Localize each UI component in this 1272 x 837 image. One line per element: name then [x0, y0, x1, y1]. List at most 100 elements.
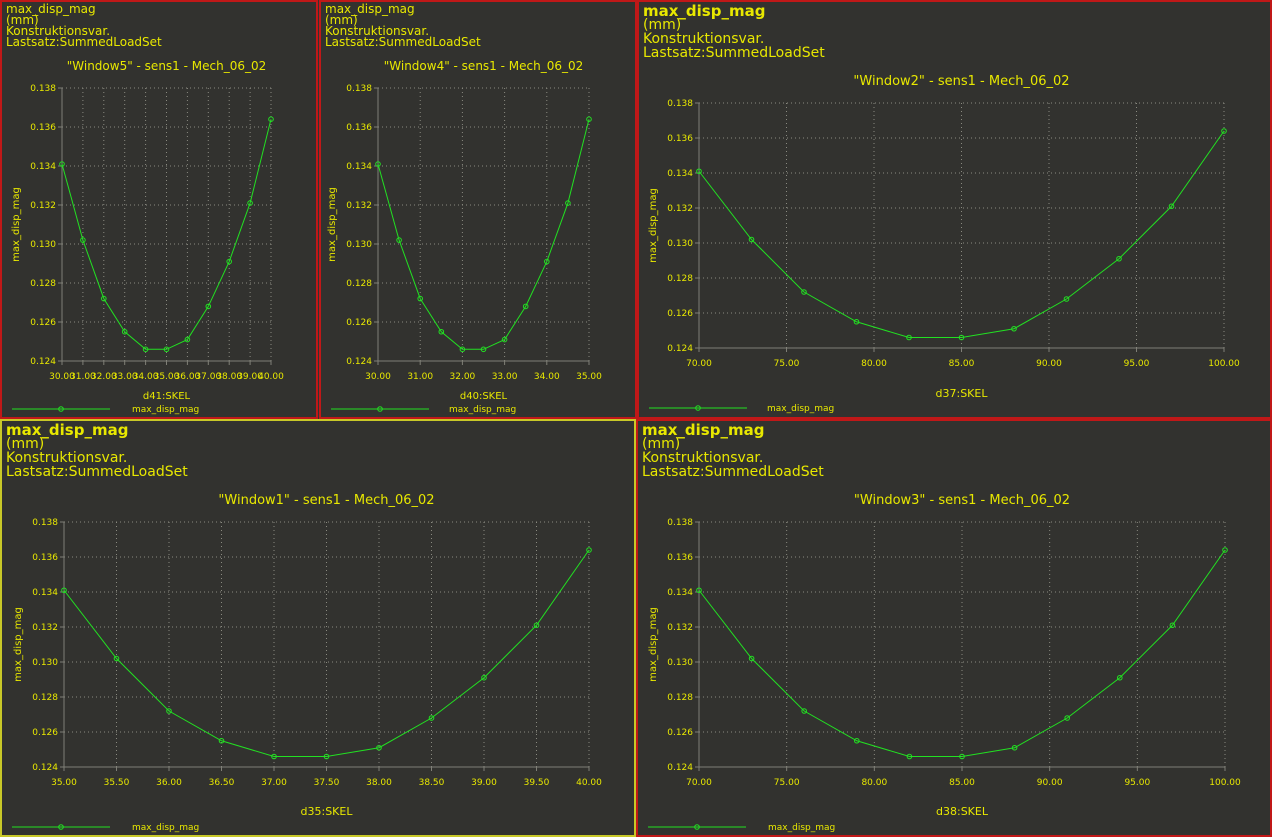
data-point [1011, 325, 1017, 332]
y-axis-label: max_disp_mag [648, 607, 659, 682]
y-tick-label: 0.132 [667, 623, 693, 633]
data-point [1168, 203, 1175, 210]
line-chart: "Window2" - sens1 - Mech_06_02 0.124 0.126… [648, 74, 1240, 414]
x-tick-label: 34.00 [133, 372, 159, 382]
data-point [906, 753, 913, 760]
graph-window-window1[interactable]: max_disp_mag (mm) Konstruktionsvar. Lastsat… [0, 419, 636, 837]
graph-window-window5[interactable]: max_disp_mag (mm) Konstruktionsvar. Lastsat… [0, 0, 318, 419]
data-point [565, 200, 571, 206]
data-point [854, 737, 860, 744]
y-tick-label: 0.124 [30, 357, 56, 367]
series-line [698, 549, 1226, 757]
x-tick-label: 37.50 [314, 778, 340, 788]
y-tick-label: 0.126 [30, 318, 56, 328]
y-tick-label: 0.134 [32, 588, 58, 598]
data-point [438, 328, 445, 335]
x-tick-label: 37.00 [195, 372, 221, 382]
x-tick-label: 85.00 [949, 359, 975, 369]
y-tick-label: 0.126 [667, 728, 693, 738]
y-tick-label: 0.128 [30, 279, 56, 289]
data-point [748, 655, 755, 662]
x-tick-label: 31.00 [70, 372, 96, 382]
x-tick-label: 80.00 [861, 359, 887, 369]
x-axis-label: d35:SKEL [301, 805, 354, 818]
data-point [163, 346, 170, 353]
data-point [375, 161, 381, 167]
data-point [748, 236, 755, 243]
y-tick-label: 0.134 [30, 162, 56, 172]
x-tick-label: 38.00 [366, 778, 392, 788]
x-tick-label: 85.00 [949, 778, 975, 788]
y-tick-label: 0.136 [667, 134, 693, 144]
legend-marker [695, 405, 701, 411]
data-point [853, 318, 860, 325]
series-line [63, 549, 590, 757]
x-tick-label: 30.00 [49, 372, 75, 382]
legend-marker [58, 824, 64, 830]
x-tick-label: 39.00 [237, 372, 263, 382]
y-tick-label: 0.124 [667, 763, 693, 773]
data-point [906, 334, 912, 341]
data-point [586, 116, 592, 122]
result-header: max_disp_mag (mm) Konstruktionsvar. Lastsat… [643, 4, 825, 61]
y-tick-label: 0.130 [667, 658, 693, 668]
chart-title: "Window5" - sens1 - Mech_06_02 [67, 59, 267, 73]
result-header: max_disp_mag (mm) Konstruktionsvar. Lastsat… [325, 3, 481, 48]
data-point [1117, 674, 1123, 681]
chart-title: "Window3" - sens1 - Mech_06_02 [854, 493, 1070, 508]
y-tick-label: 0.128 [346, 279, 372, 289]
series-line [698, 130, 1225, 338]
legend-marker [694, 824, 700, 830]
y-axis-label: max_disp_mag [13, 607, 24, 682]
data-point [1169, 622, 1176, 629]
data-point [268, 116, 274, 122]
legend-label: max_disp_mag [132, 823, 199, 833]
data-point [323, 753, 330, 760]
y-tick-label: 0.126 [346, 318, 372, 328]
data-point [205, 303, 212, 310]
x-axis-label: d37:SKEL [936, 387, 989, 400]
data-point [1011, 744, 1018, 751]
data-point [801, 289, 807, 295]
graph-window-window3[interactable]: max_disp_mag (mm) Konstruktionsvar. Lastsat… [636, 419, 1272, 837]
y-tick-label: 0.132 [346, 201, 372, 211]
x-tick-label: 90.00 [1037, 778, 1063, 788]
load-set-label: Lastsatz:SummedLoadSet [642, 464, 824, 480]
y-tick-label: 0.136 [30, 123, 56, 133]
legend-label: max_disp_mag [768, 823, 835, 833]
legend-marker [58, 406, 64, 412]
data-point [142, 346, 149, 353]
load-set-label: Lastsatz:SummedLoadSet [6, 464, 188, 480]
data-point [696, 587, 702, 594]
graph-window-window4[interactable]: max_disp_mag (mm) Konstruktionsvar. Lastsat… [319, 0, 637, 419]
x-tick-label: 38.00 [216, 372, 242, 382]
y-axis-label: max_disp_mag [327, 187, 338, 262]
y-tick-label: 0.138 [667, 518, 693, 528]
x-tick-label: 34.00 [534, 372, 560, 382]
result-header: max_disp_mag (mm) Konstruktionsvar. Lastsat… [6, 3, 162, 48]
x-tick-label: 35.00 [576, 372, 602, 382]
y-axis-label: max_disp_mag [648, 188, 659, 263]
x-tick-label: 80.00 [861, 778, 887, 788]
x-tick-label: 70.00 [686, 359, 712, 369]
graph-window-window2[interactable]: max_disp_mag (mm) Konstruktionsvar. Lastsat… [637, 0, 1272, 419]
y-tick-label: 0.136 [32, 553, 58, 563]
x-axis-label: d40:SKEL [460, 391, 508, 402]
data-point [80, 237, 86, 243]
y-tick-label: 0.130 [30, 240, 56, 250]
data-point [459, 346, 466, 353]
data-point [480, 346, 487, 353]
data-point [59, 161, 65, 167]
x-tick-label: 32.00 [91, 372, 117, 382]
y-tick-label: 0.124 [667, 344, 693, 354]
x-tick-label: 35.50 [104, 778, 130, 788]
analysis-type-label: Konstruktionsvar. [325, 24, 430, 38]
unit-label: (mm) [6, 13, 39, 27]
line-chart: "Window1" - sens1 - Mech_06_02 0.124 0.126… [12, 493, 602, 833]
data-point [696, 168, 702, 175]
chart-title: "Window1" - sens1 - Mech_06_02 [218, 493, 434, 508]
data-point [959, 753, 965, 760]
data-point [1064, 715, 1071, 721]
x-tick-label: 35.00 [51, 778, 77, 788]
x-tick-label: 36.00 [175, 372, 201, 382]
